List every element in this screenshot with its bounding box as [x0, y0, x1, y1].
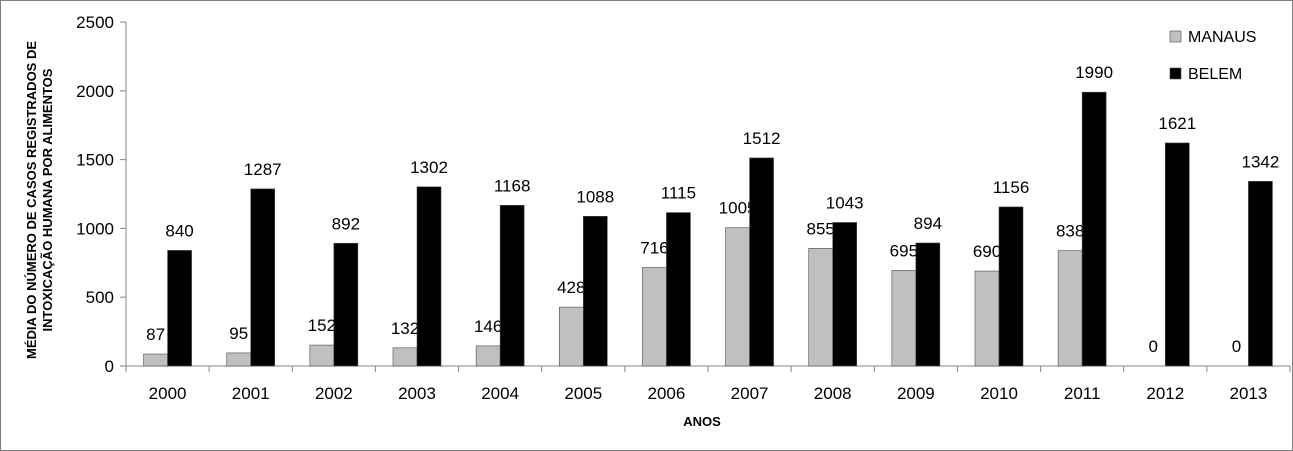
data-label-manaus: 152 [308, 316, 336, 335]
bar-manaus [642, 267, 667, 367]
data-label-manaus: 95 [229, 324, 248, 343]
data-label-belem: 1088 [576, 187, 614, 206]
y-axis-title-line-2: INTOXICAÇÃO HUMANA POR ALIMENTOS [40, 68, 55, 331]
bar-belem [333, 242, 359, 367]
bar-belem [666, 212, 691, 367]
bar-manaus [725, 227, 750, 367]
data-label-belem: 1156 [993, 178, 1030, 197]
x-tick-label: 2004 [481, 384, 519, 403]
data-label-manaus: 428 [557, 278, 585, 297]
data-label-belem: 1342 [1242, 152, 1280, 171]
x-tick-label: 2003 [398, 384, 436, 403]
x-axis-title: ANOS [683, 414, 721, 429]
bar-manaus [808, 248, 834, 367]
data-label-belem: 1115 [661, 184, 696, 203]
x-tick-label: 2001 [232, 384, 270, 403]
data-label-belem: 1621 [1158, 114, 1196, 133]
bar-belem [915, 242, 941, 367]
data-label-belem: 1043 [826, 193, 864, 212]
bar-belem [1164, 142, 1190, 367]
plot-area: 0 500 1000 1500 2000 2500 2000 87 840 2001 95 1287 2… [76, 13, 1291, 403]
bar-belem [499, 204, 525, 367]
data-label-manaus: 855 [807, 219, 835, 238]
bar-belem [167, 250, 192, 367]
legend-label-belem: BELEM [1188, 66, 1242, 83]
y-tick-label: 2500 [76, 13, 114, 32]
bar-belem [832, 222, 858, 367]
bar-manaus [226, 352, 252, 367]
bar-manaus [558, 306, 584, 367]
data-label-belem: 840 [165, 221, 193, 240]
data-label-belem: 1990 [1075, 63, 1113, 82]
bar-belem [416, 186, 442, 367]
bar-belem [1081, 91, 1107, 367]
y-tick-label: 500 [86, 288, 114, 307]
data-label-manaus: 0 [1149, 337, 1158, 356]
bar-manaus [1057, 250, 1083, 367]
x-tick-label: 2009 [897, 384, 935, 403]
bar-belem [749, 157, 774, 367]
x-tick-label: 2013 [1230, 384, 1268, 403]
data-label-manaus: 146 [474, 317, 502, 336]
legend: MANAUS BELEM [1169, 29, 1256, 83]
legend-label-manaus: MANAUS [1188, 29, 1256, 46]
data-label-manaus: 716 [640, 238, 668, 257]
x-tick-label: 2011 [1064, 384, 1101, 403]
bar-belem [582, 215, 608, 367]
data-label-belem: 1512 [743, 129, 781, 148]
x-tick-label: 2007 [731, 384, 769, 403]
data-label-manaus: 838 [1056, 222, 1084, 241]
data-label-manaus: 0 [1232, 337, 1241, 356]
x-tick-label: 2000 [149, 384, 187, 403]
y-axis-title: MÉDIA DO NÚMERO DE CASOS REGISTRADOS DE … [24, 41, 55, 359]
bar-manaus [974, 270, 1000, 367]
bar-belem [250, 188, 276, 367]
data-label-belem: 1168 [494, 176, 531, 195]
data-label-belem: 892 [332, 214, 360, 233]
bar-manaus [143, 353, 168, 367]
bar-belem [998, 206, 1024, 367]
data-label-manaus: 690 [973, 242, 1001, 261]
y-axis-title-line-1: MÉDIA DO NÚMERO DE CASOS REGISTRADOS DE [24, 41, 39, 359]
x-tick-label: 2006 [648, 384, 686, 403]
data-label-manaus: 87 [146, 325, 165, 344]
x-tick-label: 2012 [1146, 384, 1184, 403]
data-label-manaus: 132 [391, 319, 419, 338]
bar-manaus [309, 344, 335, 367]
data-label-belem: 1287 [244, 160, 282, 179]
y-tick-label: 1000 [76, 219, 114, 238]
legend-swatch-belem [1169, 67, 1182, 80]
x-tick-label: 2002 [315, 384, 353, 403]
x-tick-label: 2008 [814, 384, 852, 403]
x-tick-label: 2010 [980, 384, 1018, 403]
data-label-belem: 894 [914, 214, 942, 233]
x-tick-label: 2005 [564, 384, 602, 403]
y-tick-label: 2000 [76, 82, 114, 101]
bar-manaus [475, 345, 501, 367]
y-tick-label: 1500 [76, 151, 114, 170]
data-label-manaus: 1005 [719, 199, 757, 218]
data-label-belem: 1302 [410, 158, 448, 177]
y-tick-label: 0 [105, 357, 114, 376]
legend-swatch-manaus [1169, 30, 1182, 43]
data-label-manaus: 695 [890, 241, 918, 260]
bar-manaus [392, 347, 418, 367]
bar-manaus [891, 270, 917, 367]
bar-belem [1248, 181, 1273, 367]
